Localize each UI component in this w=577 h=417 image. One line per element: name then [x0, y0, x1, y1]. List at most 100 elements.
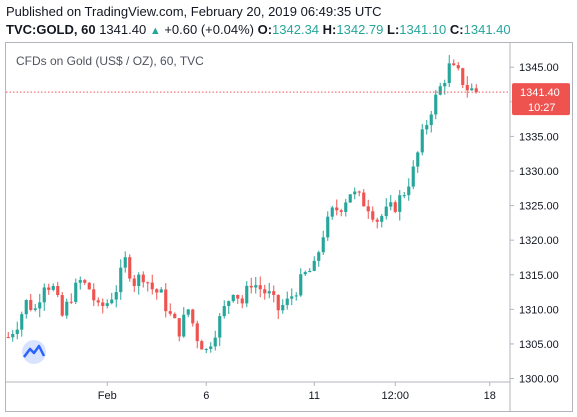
low-label: L:: [387, 22, 400, 37]
quote-line: TVC:GOLD, 60 1341.40 ▲ +0.60 (+0.04%) O:…: [6, 22, 511, 37]
candle-body: [164, 289, 168, 312]
candle-body: [204, 348, 208, 350]
candle-body: [245, 285, 249, 304]
candle-body: [38, 302, 42, 309]
price-tick-label: 1325.00: [519, 201, 559, 213]
candle-body: [33, 308, 37, 310]
price-tick-label: 1320.00: [519, 235, 559, 247]
candle-body: [281, 305, 285, 311]
candle-body: [308, 270, 312, 273]
candle-body: [128, 257, 132, 279]
price-tick-label: 1335.00: [519, 131, 559, 143]
chart-frame: [5, 42, 573, 412]
last-price-label: 1341.40: [520, 87, 560, 99]
price-change: +0.60 (+0.04%): [164, 22, 254, 37]
candle-body: [227, 301, 231, 307]
candle-body: [240, 298, 244, 304]
candle-body: [366, 206, 370, 212]
candle-body: [83, 280, 87, 283]
candle-body: [465, 84, 469, 91]
candle-body: [402, 195, 406, 197]
candle-body: [407, 186, 411, 196]
candle-body: [191, 309, 195, 324]
candle-body: [177, 318, 181, 337]
candle-body: [420, 129, 424, 153]
price-tick-label: 1315.00: [519, 270, 559, 282]
candle-body: [42, 287, 46, 303]
candle-body: [371, 211, 375, 220]
candle-body: [29, 300, 33, 310]
candle-body: [231, 294, 235, 302]
close-label: C:: [449, 22, 464, 37]
candle-body: [384, 206, 388, 217]
chart-title: CFDs on Gold (US$ / OZ), 60, TVC: [16, 54, 204, 68]
candle-body: [438, 86, 442, 95]
candle-body: [209, 346, 213, 349]
candle-body: [69, 301, 73, 303]
candle-body: [141, 274, 145, 283]
price-tick-label: 1300.00: [519, 374, 559, 386]
candle-body: [123, 257, 127, 268]
candle-body: [411, 166, 415, 187]
candle-body: [200, 341, 204, 350]
close-value: 1341.40: [463, 22, 511, 37]
candle-body: [398, 195, 402, 212]
candle-body: [317, 252, 321, 261]
candle-body: [267, 291, 271, 294]
up-arrow-icon: ▲: [149, 25, 161, 37]
candle-body: [56, 285, 60, 296]
candle-body: [146, 282, 150, 284]
open-value: 1342.34: [272, 22, 320, 37]
candle-body: [195, 323, 199, 342]
candle-body: [20, 314, 24, 330]
price-tick-label: 1330.00: [519, 166, 559, 178]
candle-body: [461, 68, 465, 85]
candle-body: [285, 298, 289, 306]
candle-body: [470, 88, 474, 91]
candle-body: [335, 207, 339, 211]
low-value: 1341.10: [399, 22, 447, 37]
candle-body: [452, 63, 456, 66]
candle-body: [155, 289, 159, 293]
candle-body: [114, 292, 118, 300]
candle-body: [344, 202, 348, 212]
candle-body: [362, 192, 366, 207]
price-tick-label: 1305.00: [519, 339, 559, 351]
candle-body: [186, 309, 190, 315]
candle-body: [474, 88, 478, 93]
tradingview-logo-icon[interactable]: [22, 340, 46, 364]
candle-body: [92, 289, 96, 301]
candle-body: [222, 306, 226, 317]
candle-body: [263, 289, 267, 294]
candle-body: [389, 202, 393, 207]
candle-body: [348, 194, 352, 203]
candle-body: [393, 202, 397, 212]
candle-body: [434, 94, 438, 115]
candle-body: [78, 280, 82, 283]
candle-body: [276, 294, 280, 311]
time-axis[interactable]: Feb 6 11 12:00 18: [98, 382, 496, 402]
candle-body: [137, 274, 141, 287]
candle-body: [110, 299, 114, 304]
candle-body: [254, 285, 258, 288]
candle-body: [353, 191, 357, 195]
last-price: 1341.40: [99, 22, 147, 37]
candle-body: [159, 289, 163, 293]
candle-body: [15, 329, 19, 335]
candle-body: [87, 282, 91, 290]
candle-body: [218, 316, 222, 338]
symbol-label: TVC:GOLD, 60: [6, 22, 96, 37]
candle-body: [213, 337, 217, 347]
candle-body: [272, 291, 276, 295]
candles: [6, 55, 478, 354]
candle-body: [101, 302, 105, 306]
candle-body: [326, 216, 330, 238]
open-label: O:: [257, 22, 273, 37]
candle-body: [173, 313, 177, 319]
time-tick-label: 18: [484, 390, 496, 402]
candle-body: [236, 294, 240, 299]
candle-body: [312, 260, 316, 271]
candle-body: [74, 282, 78, 302]
candle-body: [60, 295, 64, 316]
